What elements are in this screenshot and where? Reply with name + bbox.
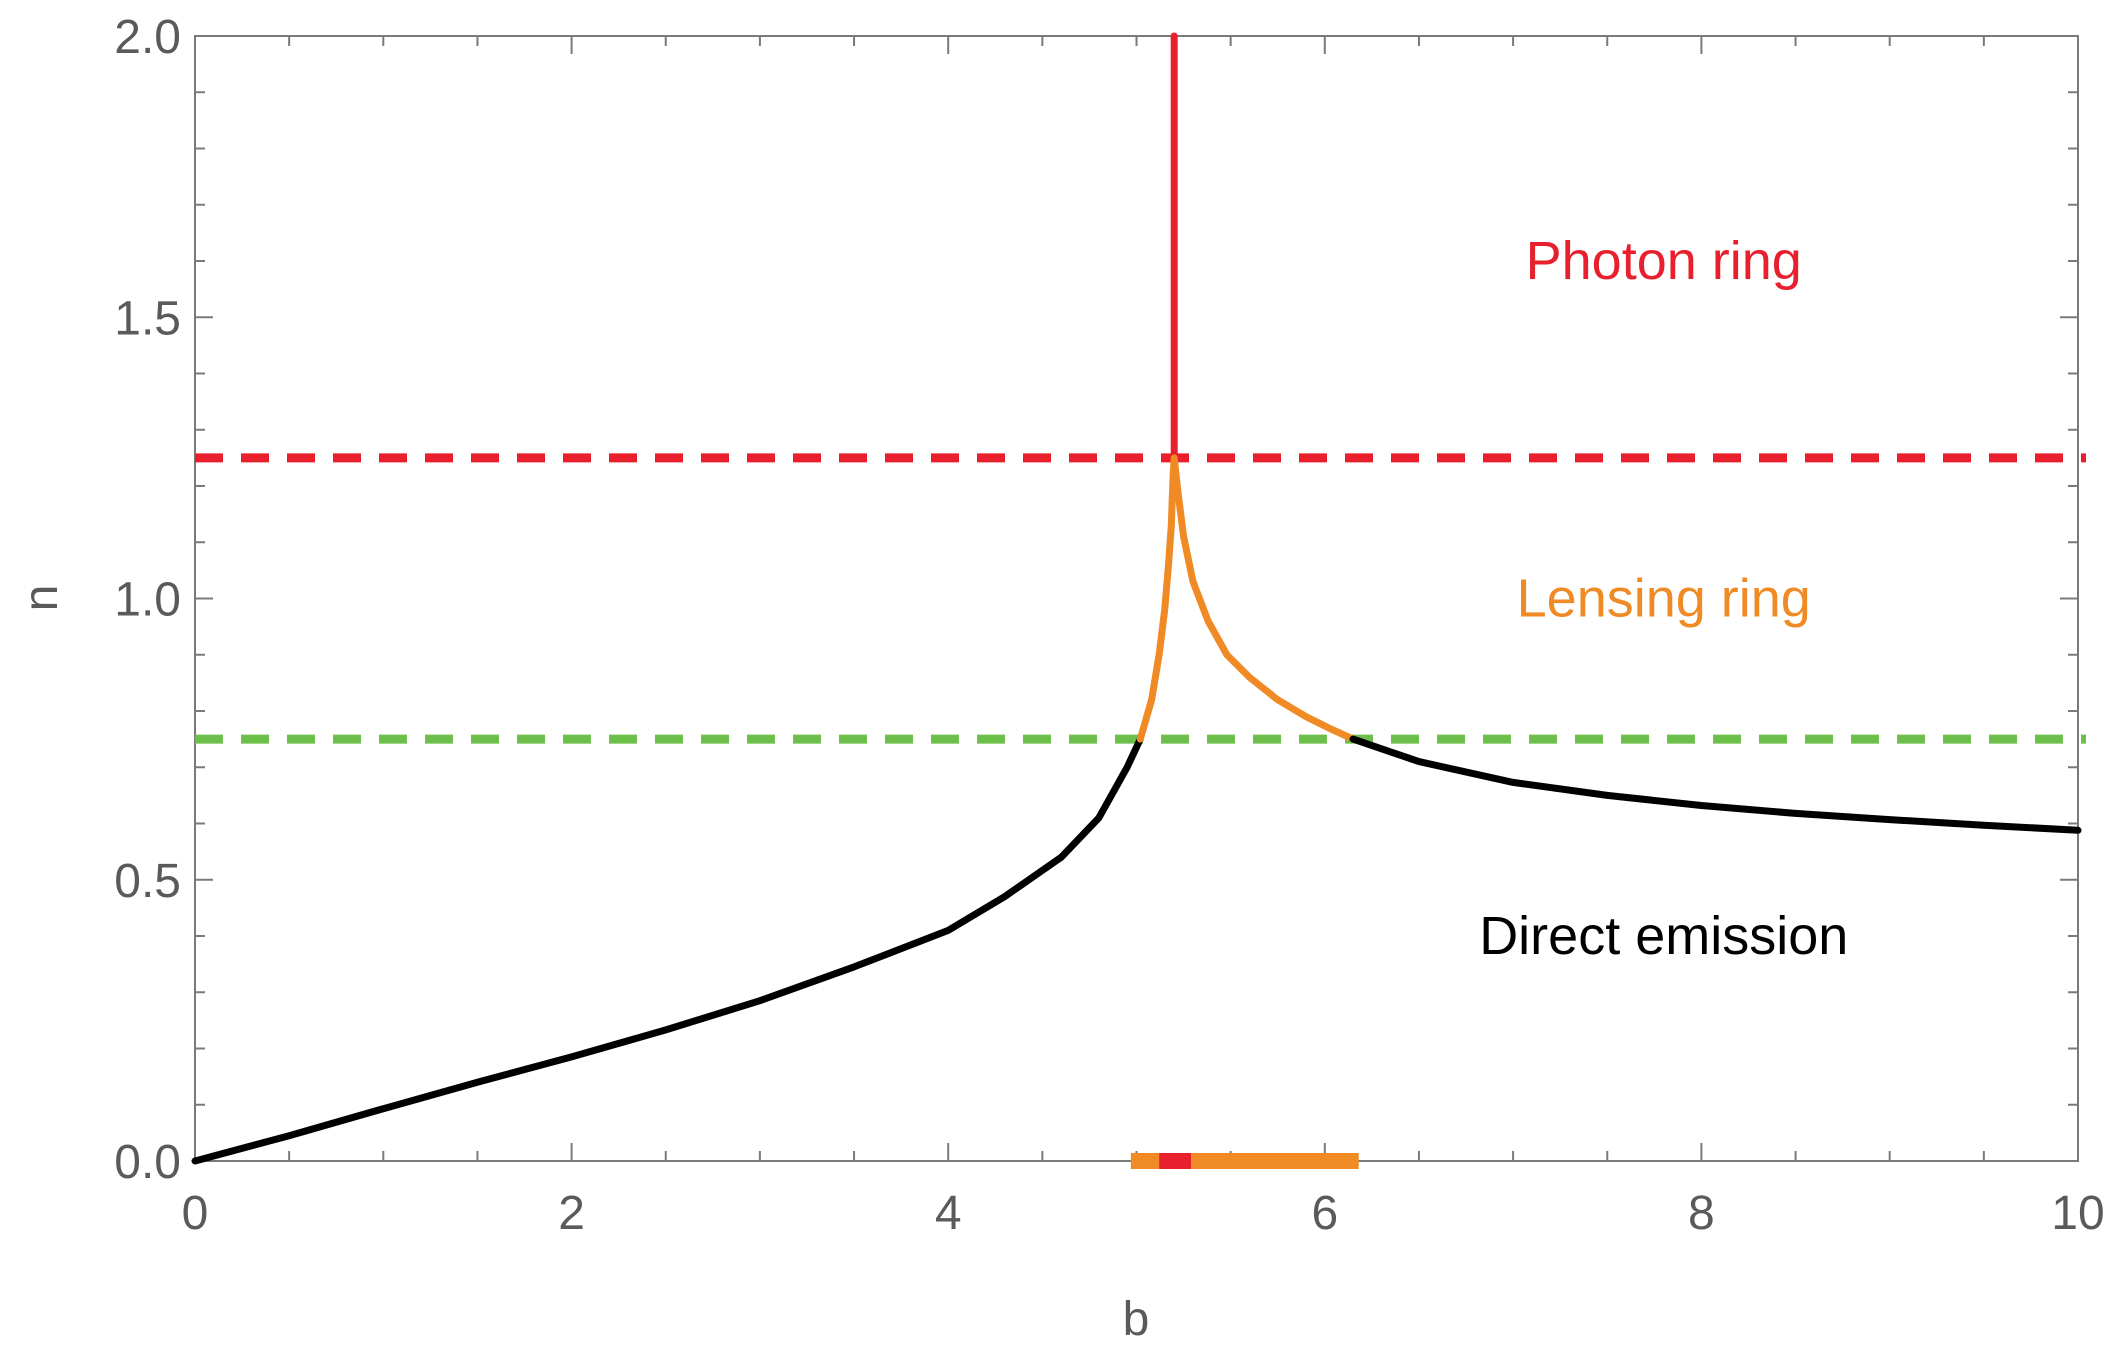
bottom-bar-segment [1130, 1153, 1160, 1169]
curve-lensing-right [1170, 454, 1357, 743]
y-tick-label: 0.5 [114, 855, 181, 908]
y-tick-label: 0.0 [114, 1136, 181, 1189]
bottom-bar [1130, 1153, 1359, 1169]
annotations: Photon ring Lensing ring Direct emission [1479, 231, 1848, 966]
x-tick-label: 8 [1688, 1187, 1715, 1240]
x-tick-label: 4 [935, 1187, 962, 1240]
bottom-bar-segment [1191, 1153, 1359, 1169]
x-tick-label: 2 [558, 1187, 585, 1240]
annotation-label: Photon ring [1526, 231, 1802, 291]
x-tick-label: 6 [1311, 1187, 1338, 1240]
x-tick-label: 10 [2051, 1187, 2104, 1240]
tick-labels: 0 2 4 6 8 10 0.0 0.5 1.0 1.5 2.0 [114, 11, 2104, 1240]
y-tick-label: 2.0 [114, 11, 181, 64]
y-axis-label: n [15, 585, 68, 612]
x-axis-label: b [1123, 1293, 1150, 1346]
y-tick-label: 1.5 [114, 292, 181, 345]
curve-lensing-left [1136, 454, 1178, 743]
y-tick-label: 1.0 [114, 574, 181, 627]
bottom-bar-segment [1159, 1153, 1192, 1169]
series-group [191, 32, 2082, 1165]
axis-ticks [194, 35, 2079, 1162]
annotation-label: Lensing ring [1517, 569, 1811, 629]
curve-direct-left [191, 735, 1144, 1165]
x-tick-label: 0 [182, 1187, 209, 1240]
curve-direct-right [1349, 735, 2082, 834]
annotation-label: Direct emission [1479, 906, 1848, 966]
